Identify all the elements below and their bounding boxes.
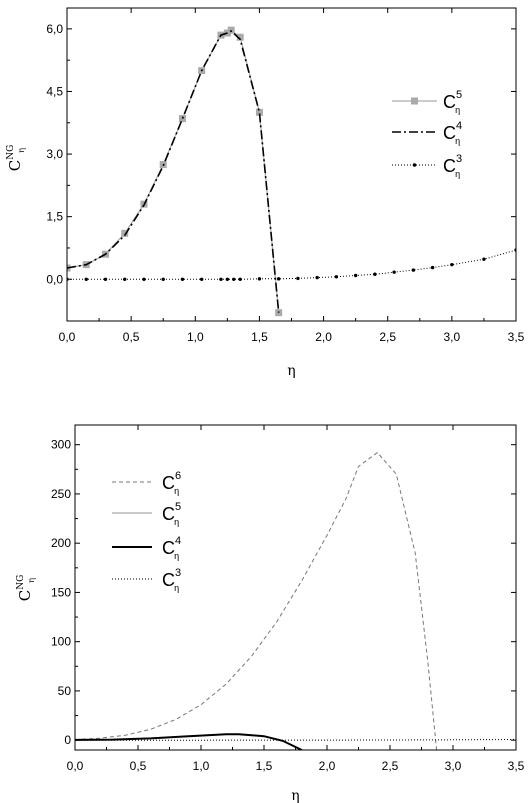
series-group <box>75 451 516 750</box>
legend-label-c3: C3 η <box>443 153 462 179</box>
y-tick-label: 6,0 <box>46 22 63 36</box>
legend: C5 η C4 η C3 η <box>392 89 462 179</box>
series-line-c3 <box>67 249 516 280</box>
data-point-c3 <box>482 257 486 261</box>
y-tick-label: 100 <box>51 635 71 649</box>
data-point-c3 <box>84 277 88 281</box>
y-tick-label: 50 <box>58 684 72 698</box>
y-axis-label: CNGη <box>16 575 36 602</box>
y-axis-label: CNGη <box>6 145 26 172</box>
data-point-c3 <box>142 277 146 281</box>
x-tick-label: 1,0 <box>193 759 210 773</box>
series-line-c4 <box>67 30 280 313</box>
x-tick-label: 0,0 <box>59 330 76 344</box>
x-tick-label: 3,5 <box>508 330 525 344</box>
data-point-c3 <box>200 277 204 281</box>
x-tick-label: 1,5 <box>256 759 273 773</box>
legend-label-c5: C5 η <box>162 501 181 527</box>
data-point-c3 <box>373 272 377 276</box>
x-tick-label: 1,5 <box>251 330 268 344</box>
data-point-c3 <box>161 277 165 281</box>
x-tick-label: 3,0 <box>444 330 461 344</box>
data-point-c3 <box>315 275 319 280</box>
x-tick-label: 0,5 <box>123 330 140 344</box>
y-tick-label: 200 <box>51 536 71 550</box>
x-tick-label: 1,0 <box>187 330 204 344</box>
x-tick-label: 0,0 <box>67 759 84 773</box>
data-point-c3 <box>353 273 358 278</box>
data-point-c3 <box>276 277 281 281</box>
legend: C6 η C5 η C4 η C3 η <box>112 470 181 593</box>
data-point-c3 <box>225 277 230 281</box>
series-line-c6 <box>75 451 438 750</box>
x-axis-label: η <box>287 363 295 379</box>
y-tick-label: 0,0 <box>46 272 63 286</box>
data-point-c3 <box>180 277 185 281</box>
x-axis-label: η <box>291 788 299 803</box>
x-tick-label: 2,0 <box>315 330 332 344</box>
data-point-c5 <box>121 229 129 237</box>
x-tick-label: 2,5 <box>379 330 396 344</box>
x-tick-label: 2,0 <box>319 759 336 773</box>
data-point-c5 <box>178 115 186 123</box>
y-tick-label: 300 <box>51 438 71 452</box>
data-point-c3 <box>296 276 300 281</box>
legend-label-c6: C6 η <box>162 470 181 496</box>
y-tick-label: 4,5 <box>46 84 63 98</box>
legend-label-c4: C4 η <box>443 120 462 146</box>
data-point-c3 <box>103 277 108 281</box>
y-tick-label: 3,0 <box>46 147 63 161</box>
legend-marker <box>412 163 417 167</box>
legend-label-c3: C3 η <box>162 567 181 593</box>
data-point-c3 <box>430 265 435 270</box>
data-point-c3 <box>392 270 396 274</box>
legend-label-c4: C4 η <box>162 535 181 561</box>
y-tick-label: 150 <box>51 585 71 599</box>
plot-frame <box>74 424 517 751</box>
data-point-c3 <box>219 277 223 281</box>
legend-label-c5: C5 η <box>443 89 462 115</box>
series-line-c4 <box>75 733 303 750</box>
x-tick-label: 3,0 <box>445 759 462 773</box>
data-point-c3 <box>257 277 262 281</box>
x-tick-label: 0,5 <box>130 759 147 773</box>
y-tick-label: 1,5 <box>46 210 63 224</box>
data-point-c5 <box>236 33 244 41</box>
data-point-c3 <box>238 277 242 281</box>
data-point-c3 <box>232 277 236 281</box>
chart-bottom: 0,0 0,5 1,0 1,5 2,0 2,5 3,0 3,5 0 50 100 150 200 250 3… <box>16 424 525 803</box>
x-tick-label: 3,5 <box>508 759 525 773</box>
data-point-c3 <box>123 277 127 281</box>
x-tick-label: 2,5 <box>382 759 399 773</box>
y-tick-label: 0 <box>64 733 71 747</box>
legend-marker <box>411 97 418 105</box>
chart-top: 0,0 0,5 1,0 1,5 2,0 2,5 3,0 3,5 0,0 1,5 3,0 4,5 6,0 η… <box>6 7 525 379</box>
y-tick-label: 250 <box>51 487 71 501</box>
series-line-c5 <box>67 29 280 313</box>
data-point-c3 <box>450 262 454 267</box>
series-group <box>67 26 516 317</box>
data-point-c5 <box>255 108 263 116</box>
data-point-c3 <box>411 268 416 272</box>
data-point-c3 <box>334 275 339 279</box>
